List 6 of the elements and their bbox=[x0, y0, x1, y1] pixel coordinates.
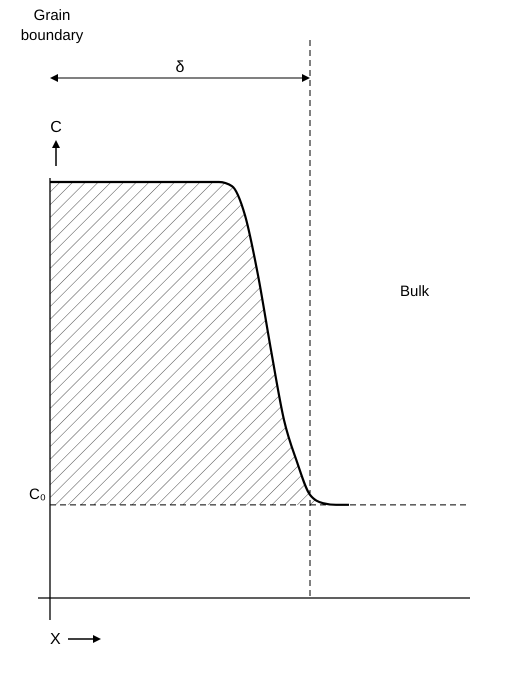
ref-line-label: C₀ bbox=[28, 486, 46, 503]
x-axis-title: X bbox=[50, 631, 61, 648]
chart-title: Grain boundary bbox=[20, 7, 84, 44]
text: δ bbox=[176, 59, 185, 76]
annotation: Bulk bbox=[400, 283, 430, 300]
y-axis-title: C bbox=[50, 119, 62, 136]
